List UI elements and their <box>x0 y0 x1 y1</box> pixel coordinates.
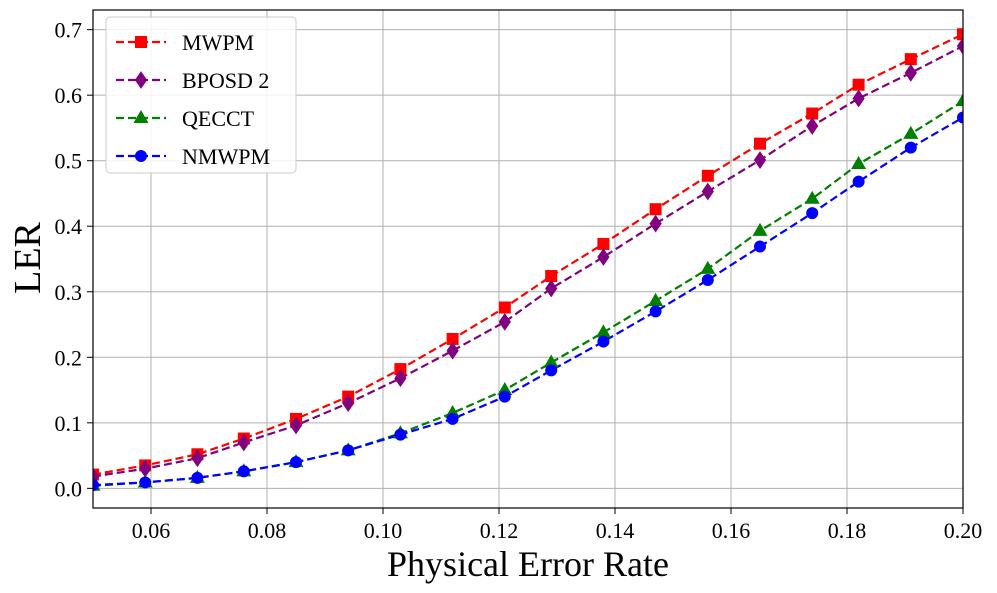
legend: MWPM BPOSD 2 QECCT NMWPM <box>105 16 297 174</box>
data-point-mwpm <box>904 53 917 66</box>
data-point-bposd-2 <box>956 37 963 55</box>
y-tick-label: 0.4 <box>55 214 83 239</box>
x-tick-label: 0.06 <box>132 518 171 543</box>
data-point-nmwpm <box>597 335 610 348</box>
data-point-bposd-2 <box>701 182 714 201</box>
x-tick-label: 0.20 <box>944 518 983 543</box>
data-point-nmwpm <box>957 111 963 124</box>
series-line-mwpm <box>93 33 963 476</box>
data-point-bposd-2 <box>342 394 355 413</box>
data-point-nmwpm <box>498 390 511 403</box>
data-point-qecct <box>851 155 867 170</box>
data-point-mwpm <box>957 28 963 41</box>
data-point-qecct <box>804 190 820 204</box>
x-tick-label: 0.16 <box>712 518 751 543</box>
legend-items: MWPM BPOSD 2 QECCT NMWPM <box>116 30 270 169</box>
y-tick-label: 0.2 <box>55 345 83 370</box>
data-point-bposd-2 <box>753 151 767 169</box>
tick-labels: 0.06 0.08 0.10 0.12 0.14 0.16 0.18 0.20 0.0 0.1 0.… <box>55 18 983 543</box>
data-point-qecct <box>595 324 611 338</box>
x-axis-label: Physical Error Rate <box>387 544 669 584</box>
data-point-mwpm <box>498 301 511 314</box>
data-point-nmwpm <box>446 412 459 425</box>
data-point-nmwpm <box>701 273 714 286</box>
legend-label-bposd-2: BPOSD 2 <box>182 68 269 93</box>
data-point-mwpm <box>649 203 662 216</box>
data-point-nmwpm <box>139 476 152 489</box>
plot-frame <box>92 9 964 509</box>
data-point-bposd-2 <box>394 369 407 388</box>
data-point-nmwpm <box>290 456 302 469</box>
data-point-bposd-2 <box>446 341 459 360</box>
data-point-mwpm <box>754 137 766 150</box>
legend-label-mwpm: MWPM <box>182 30 254 55</box>
data-point-mwpm <box>597 237 610 250</box>
legend-label-nmwpm: NMWPM <box>182 144 270 169</box>
data-point-nmwpm <box>852 175 865 188</box>
data-point-bposd-2 <box>904 64 917 82</box>
data-point-qecct <box>648 292 664 306</box>
y-tick-label: 0.5 <box>55 149 83 174</box>
data-point-bposd-2 <box>649 214 662 233</box>
y-tick-label: 0.0 <box>55 476 83 501</box>
data-point-bposd-2 <box>806 117 819 135</box>
data-point-nmwpm <box>93 479 99 492</box>
series-lines <box>93 33 963 487</box>
data-point-nmwpm <box>545 364 558 377</box>
data-point-bposd-2 <box>289 416 303 435</box>
data-point-nmwpm <box>904 141 917 154</box>
data-point-bposd-2 <box>545 279 558 298</box>
data-point-nmwpm <box>237 465 250 478</box>
y-axis-label: LER <box>7 221 49 293</box>
y-tick-label: 0.3 <box>55 280 83 305</box>
data-point-nmwpm <box>342 444 355 457</box>
data-point-nmwpm <box>806 207 819 220</box>
grid <box>93 10 964 508</box>
data-point-qecct <box>752 222 768 236</box>
series-line-bposd-2 <box>93 45 963 478</box>
data-point-nmwpm <box>649 305 662 318</box>
data-point-mwpm <box>701 169 714 182</box>
data-point-qecct <box>955 93 963 107</box>
data-point-bposd-2 <box>191 449 204 468</box>
x-tick-label: 0.12 <box>480 518 519 543</box>
data-point-bposd-2 <box>852 89 865 108</box>
data-point-nmwpm <box>394 428 407 441</box>
data-point-bposd-2 <box>237 433 250 452</box>
x-tick-label: 0.10 <box>364 518 403 543</box>
series-markers <box>93 28 963 492</box>
series-line-nmwpm <box>93 116 963 487</box>
data-point-qecct <box>903 125 919 139</box>
x-tick-label: 0.08 <box>248 518 287 543</box>
y-tick-label: 0.7 <box>55 18 83 43</box>
x-tick-label: 0.18 <box>828 518 867 543</box>
legend-marker-qecct <box>133 109 149 124</box>
legend-marker-nmwpm <box>135 150 147 162</box>
y-tick-label: 0.1 <box>55 411 83 436</box>
legend-box <box>105 16 297 174</box>
series-line-qecct <box>93 100 963 487</box>
data-point-qecct <box>700 260 716 274</box>
data-point-mwpm <box>852 78 865 91</box>
ticks <box>87 29 964 514</box>
data-point-bposd-2 <box>498 313 511 331</box>
y-tick-label: 0.6 <box>55 83 83 108</box>
data-point-bposd-2 <box>597 248 610 266</box>
x-tick-label: 0.14 <box>596 518 635 543</box>
data-point-nmwpm <box>191 471 204 484</box>
legend-marker-bposd-2 <box>134 71 148 89</box>
data-point-nmwpm <box>754 240 766 253</box>
legend-label-qecct: QECCT <box>182 106 255 131</box>
legend-marker-mwpm <box>135 36 147 48</box>
